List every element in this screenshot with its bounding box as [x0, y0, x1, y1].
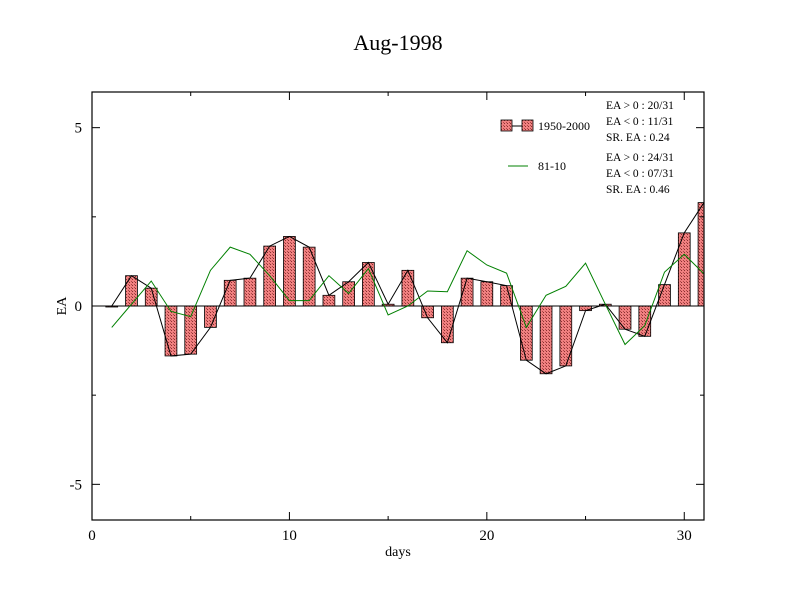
legend-bar-swatch-left: [500, 119, 513, 132]
ticks-layer: 0 10 20 30 -5 0 5: [70, 92, 704, 544]
y-tick-label: 5: [75, 121, 83, 137]
bar: [223, 279, 237, 307]
bar: [638, 305, 652, 337]
legend-label-1950-2000: 1950-2000: [538, 119, 590, 133]
bar: [480, 281, 494, 307]
bar: [579, 305, 592, 312]
bar: [618, 305, 632, 330]
legend-bar-swatch-right: [521, 119, 534, 132]
bar: [164, 305, 178, 357]
chart-title: Aug-1998: [353, 30, 442, 55]
x-tick-label: 10: [282, 528, 297, 544]
bar: [125, 275, 138, 307]
bar: [184, 305, 198, 355]
stat-sr-2: SR. EA : 0.46: [606, 184, 670, 196]
stat-sr-1: SR. EA : 0.24: [606, 132, 670, 144]
legend-item-1950-2000: 1950-2000: [500, 119, 590, 133]
bar: [539, 305, 553, 375]
legend-label-81-10: 81-10: [538, 159, 566, 173]
stat-ea-pos-2: EA > 0 : 24/31: [606, 152, 674, 164]
stat-ea-neg-2: EA < 0 : 07/31: [606, 168, 674, 180]
y-tick-label: 0: [75, 299, 83, 315]
bar: [559, 305, 573, 367]
legend-item-81-10: 81-10: [508, 159, 566, 173]
stats-block-1950-2000: EA > 0 : 20/31 EA < 0 : 11/31 SR. EA : 0…: [606, 100, 674, 144]
stat-ea-neg-1: EA < 0 : 11/31: [606, 116, 674, 128]
y-tick-label: -5: [70, 477, 83, 493]
legend: 1950-2000 81-10 EA > 0 : 20/31 EA < 0 : …: [500, 100, 674, 196]
stats-block-81-10: EA > 0 : 24/31 EA < 0 : 07/31 SR. EA : 0…: [606, 152, 674, 196]
x-tick-label: 0: [88, 528, 96, 544]
stat-ea-pos-1: EA > 0 : 20/31: [606, 100, 674, 112]
lines-layer: [92, 202, 705, 375]
bar: [243, 277, 257, 307]
bar: [520, 305, 533, 361]
x-tick-label: 30: [677, 528, 692, 544]
x-axis-label: days: [385, 545, 411, 560]
bar: [401, 269, 415, 307]
y-axis-label: EA: [55, 296, 70, 316]
x-tick-label: 20: [479, 528, 494, 544]
bar: [322, 294, 336, 307]
bar: [697, 202, 705, 307]
series-line-81-10: [111, 246, 705, 346]
